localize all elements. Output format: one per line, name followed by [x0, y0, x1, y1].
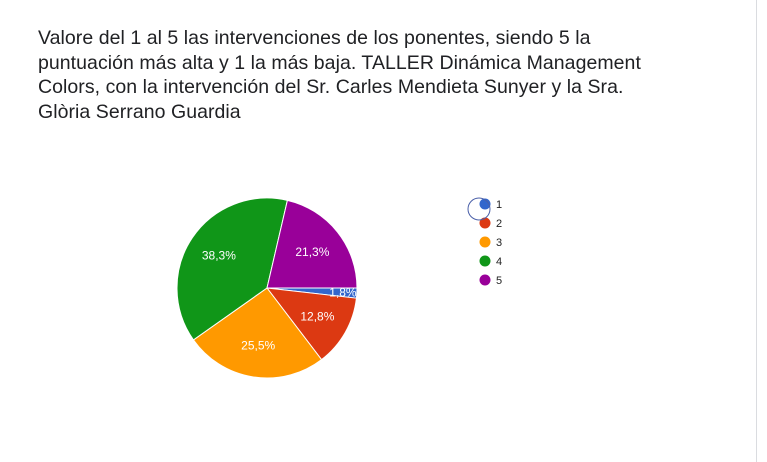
legend-marker-4[interactable] — [479, 255, 491, 267]
question-title: Valore del 1 al 5 las intervenciones de … — [38, 27, 641, 123]
pie-slices — [176, 197, 358, 379]
legend-label-1[interactable]: 1 — [496, 199, 502, 211]
pie-slice-2[interactable] — [265, 287, 357, 361]
legend-label-5[interactable]: 5 — [496, 275, 502, 287]
chart-legend: 1 2 3 4 5 — [467, 197, 502, 287]
legend-label-2[interactable]: 2 — [496, 218, 502, 230]
legend-label-4[interactable]: 4 — [496, 256, 502, 268]
legend-marker-5[interactable] — [479, 274, 491, 286]
pie-slice-label-5: 21,3% — [295, 245, 329, 259]
legend-label-3[interactable]: 3 — [496, 237, 502, 249]
card-border — [756, 0, 757, 462]
pie-slice-4[interactable] — [176, 197, 288, 341]
pie-slice-label-1: 1,8% — [329, 285, 357, 299]
legend-hover-ring — [467, 197, 491, 221]
pie-slice-label-4: 38,3% — [202, 249, 236, 263]
pie-slice-label-3: 25,5% — [241, 338, 275, 352]
legend-marker-2[interactable] — [479, 217, 491, 229]
pie-slice-label-2: 12,8% — [300, 310, 334, 324]
legend-marker-3[interactable] — [479, 236, 491, 248]
pie-slice-labels: 1,8% 12,8% 25,5% 38,3% 21,3% — [202, 245, 357, 352]
legend-marker-1[interactable] — [479, 198, 491, 210]
pie-slice-3[interactable] — [192, 287, 323, 379]
pie-slice-5[interactable] — [266, 199, 358, 289]
